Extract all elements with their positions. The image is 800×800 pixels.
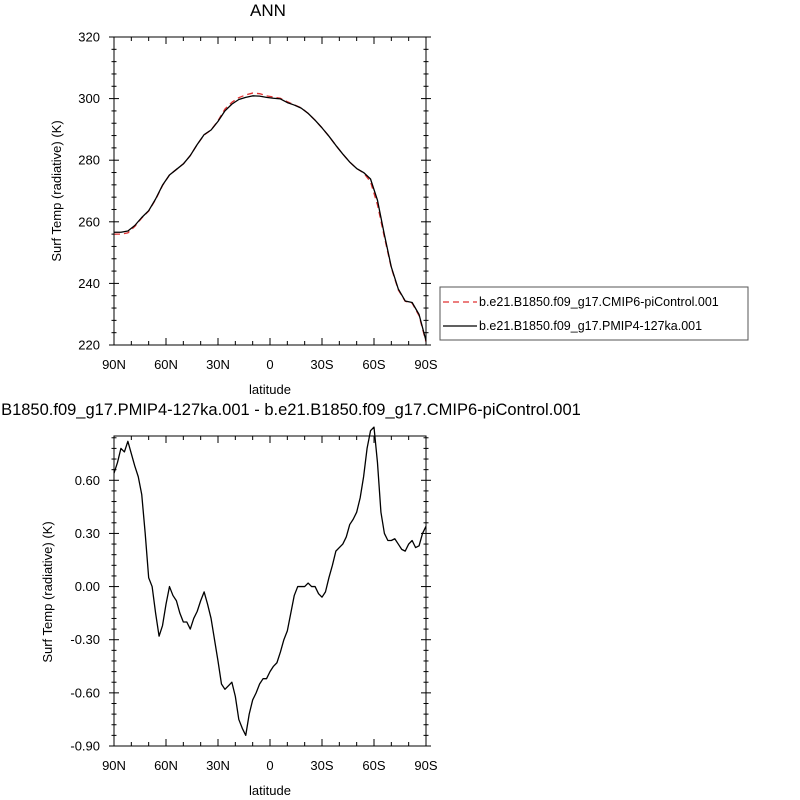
legend-box (439, 286, 749, 341)
y-tick-label: -0.90 (70, 739, 100, 754)
y-tick-label: 300 (78, 91, 100, 106)
top-axis-ticks (109, 36, 431, 346)
x-tick-label: 90S (414, 758, 437, 773)
bottom-y-axis-label: Surf Temp (radiative) (K) (40, 521, 55, 662)
top-y-axis-label: Surf Temp (radiative) (K) (49, 120, 64, 261)
x-tick-label: 30N (206, 758, 230, 773)
legend-label-127ka: b.e21.B1850.f09_g17.PMIP4-127ka.001 (479, 319, 702, 333)
bottom-x-tick-labels: 90N 60N 30N 0 30S 60S 90S (102, 758, 438, 773)
y-tick-label: 220 (78, 338, 100, 353)
x-tick-label: 60S (362, 758, 385, 773)
legend-label-piControl: b.e21.B1850.f09_g17.CMIP6-piControl.001 (479, 295, 719, 309)
bottom-y-tick-labels: -0.90 -0.60 -0.30 0.00 0.30 0.60 (70, 473, 100, 754)
bottom-plot-frame (113, 435, 427, 747)
bottom-chart-title: b.e21.B1850.f09_g17.PMIP4-127ka.001 - b.… (0, 401, 581, 419)
y-tick-label: 260 (78, 214, 100, 229)
x-tick-label: 60N (154, 758, 178, 773)
x-tick-label: 30N (206, 357, 230, 372)
x-tick-label: 30S (310, 357, 333, 372)
top-panel: ANN 90N 60N 30N 0 30S 60S 90S 220 240 260 280 300 3… (49, 1, 749, 397)
bottom-series-group (113, 426, 427, 737)
x-tick-label: 0 (266, 357, 273, 372)
y-tick-label: 0.00 (75, 579, 100, 594)
y-tick-label: 280 (78, 153, 100, 168)
x-tick-label: 60N (154, 357, 178, 372)
x-tick-label: 30S (310, 758, 333, 773)
top-plot-frame (113, 36, 427, 346)
y-tick-label: 0.60 (75, 473, 100, 488)
top-chart-title: ANN (250, 1, 286, 20)
bot-series-line-0 (113, 426, 427, 737)
x-tick-label: 0 (266, 758, 273, 773)
bottom-panel: b.e21.B1850.f09_g17.PMIP4-127ka.001 - b.… (0, 401, 581, 798)
top-series-line-1 (114, 95, 427, 341)
bottom-axis-ticks (109, 436, 431, 747)
x-tick-label: 60S (362, 357, 385, 372)
y-tick-label: 320 (78, 30, 100, 45)
top-x-axis-label: latitude (249, 382, 291, 397)
top-series-group (114, 92, 427, 343)
top-series-line-0 (114, 92, 427, 343)
legend: b.e21.B1850.f09_g17.CMIP6-piControl.001 … (439, 286, 749, 341)
top-x-tick-labels: 90N 60N 30N 0 30S 60S 90S (102, 357, 438, 372)
y-tick-label: -0.60 (70, 685, 100, 700)
x-tick-label: 90N (102, 357, 126, 372)
x-tick-label: 90N (102, 758, 126, 773)
top-y-tick-labels: 220 240 260 280 300 320 (78, 30, 100, 353)
bottom-x-axis-label: latitude (249, 783, 291, 798)
y-tick-label: 0.30 (75, 526, 100, 541)
y-tick-label: 240 (78, 276, 100, 291)
x-tick-label: 90S (414, 357, 437, 372)
y-tick-label: -0.30 (70, 632, 100, 647)
